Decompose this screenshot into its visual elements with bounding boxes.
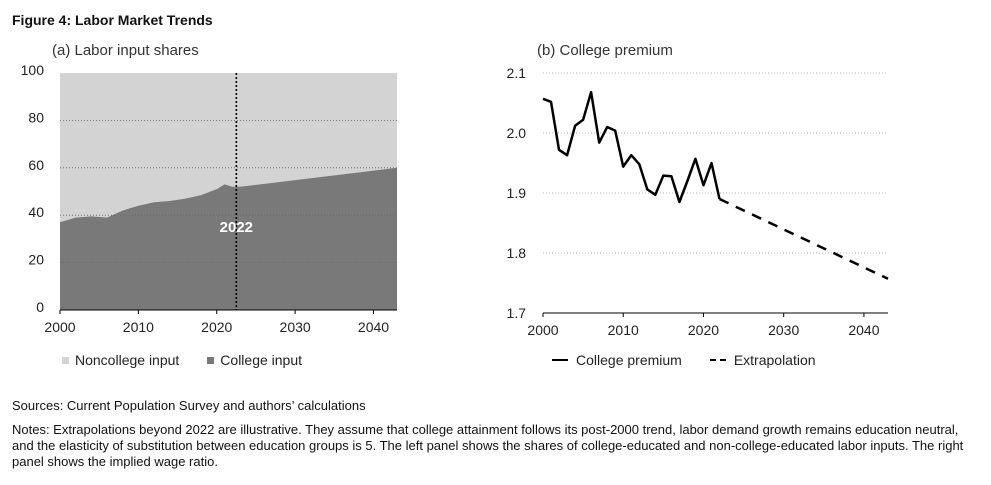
y-tick-label: 2.0 — [507, 125, 527, 141]
legend-label-premium: College premium — [576, 352, 682, 368]
noncollege-swatch — [62, 356, 69, 364]
x-tick-label: 2000 — [527, 322, 558, 338]
y-tick-label: 0 — [36, 299, 44, 315]
x-tick-label: 2040 — [358, 319, 389, 335]
college-premium-line — [542, 90, 721, 204]
legend-label-extrapolation: Extrapolation — [733, 352, 816, 368]
legend-item-premium: College premium — [552, 352, 682, 368]
y-tick-label: 20 — [28, 252, 44, 268]
figure-title: Figure 4: Labor Market Trends — [12, 12, 213, 28]
y-tick-label: 100 — [21, 62, 45, 78]
x-tick-label: 2030 — [768, 322, 799, 338]
panel-b-title: (b) College premium — [537, 42, 673, 59]
panel-b-legend: College premium Extrapolation — [552, 352, 844, 368]
annotation-2022-label: 2022 — [220, 219, 253, 236]
panel-a-title: (a) Labor input shares — [52, 42, 199, 59]
x-tick-label: 2010 — [123, 319, 154, 335]
y-tick-label: 80 — [28, 109, 44, 125]
legend-item-extrapolation: Extrapolation — [709, 352, 816, 368]
y-tick-label: 2.1 — [507, 65, 527, 81]
college-swatch — [207, 356, 215, 364]
y-tick-label: 60 — [28, 157, 44, 173]
legend-item-noncollege: Noncollege input — [62, 352, 179, 368]
x-tick-label: 2040 — [848, 322, 879, 338]
legend-label-noncollege: Noncollege input — [75, 352, 180, 368]
y-tick-label: 40 — [28, 204, 44, 220]
dashed-line-swatch — [709, 359, 726, 361]
notes-text: Notes: Extrapolations beyond 2022 are il… — [12, 422, 964, 469]
x-tick-label: 2010 — [608, 322, 639, 338]
x-tick-label: 2030 — [280, 319, 311, 335]
panel-a-legend: Noncollege input College input — [62, 352, 330, 368]
x-tick-label: 2020 — [201, 319, 232, 335]
solid-line-swatch — [552, 359, 568, 361]
extrapolation-line — [718, 197, 889, 280]
legend-label-college: College input — [220, 352, 303, 368]
x-tick-label: 2020 — [688, 322, 719, 338]
y-tick-label: 1.8 — [507, 245, 527, 261]
x-tick-label: 2000 — [44, 319, 75, 335]
y-tick-label: 1.9 — [507, 185, 527, 201]
sources-text: Sources: Current Population Survey and a… — [12, 398, 366, 413]
legend-item-college: College input — [207, 352, 302, 368]
college-premium-chart: 1.7 1.8 1.9 2.0 2.1 2000 2010 2020 2030 2040 — [507, 65, 889, 338]
y-tick-label: 1.7 — [507, 305, 527, 321]
college-area — [60, 167, 397, 310]
